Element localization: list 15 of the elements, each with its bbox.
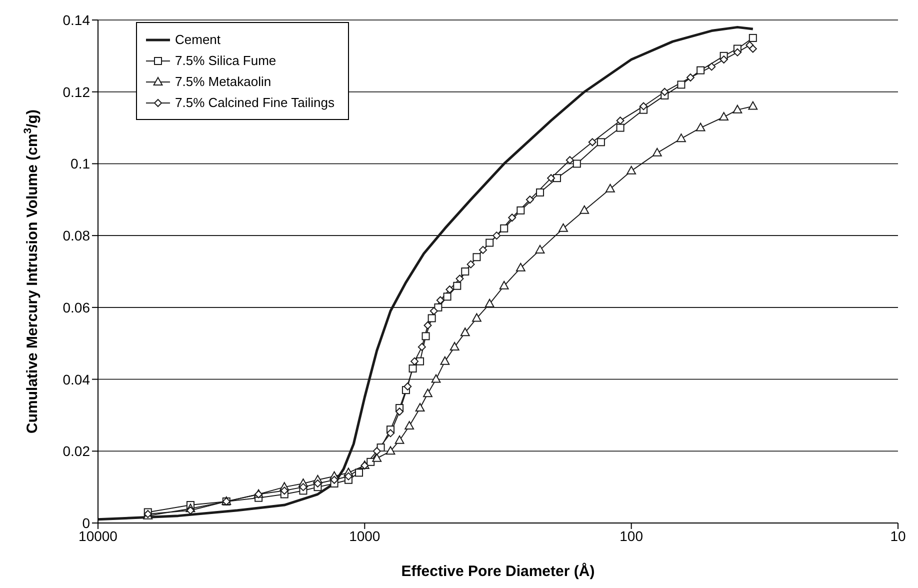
y-tick-label: 0.1 bbox=[70, 156, 90, 172]
y-tick-label: 0.08 bbox=[62, 228, 90, 244]
legend-label: Cement bbox=[175, 32, 221, 47]
legend-label: 7.5% Calcined Fine Tailings bbox=[175, 95, 334, 110]
y-tick-label: 0.02 bbox=[62, 443, 90, 460]
x-axis-title: Effective Pore Diameter (Å) bbox=[401, 562, 595, 580]
y-tick-label: 0.14 bbox=[62, 12, 90, 28]
legend-label: 7.5% Metakaolin bbox=[175, 74, 272, 89]
legend-label: 7.5% Silica Fume bbox=[175, 53, 276, 68]
y-tick-label: 0.06 bbox=[62, 299, 90, 316]
y-tick-label: 0.04 bbox=[62, 371, 90, 388]
x-tick-label: 10 bbox=[890, 528, 906, 544]
x-tick-label: 100 bbox=[620, 528, 644, 544]
y-tick-label: 0.12 bbox=[62, 84, 90, 100]
x-tick-label: 1000 bbox=[349, 528, 380, 544]
